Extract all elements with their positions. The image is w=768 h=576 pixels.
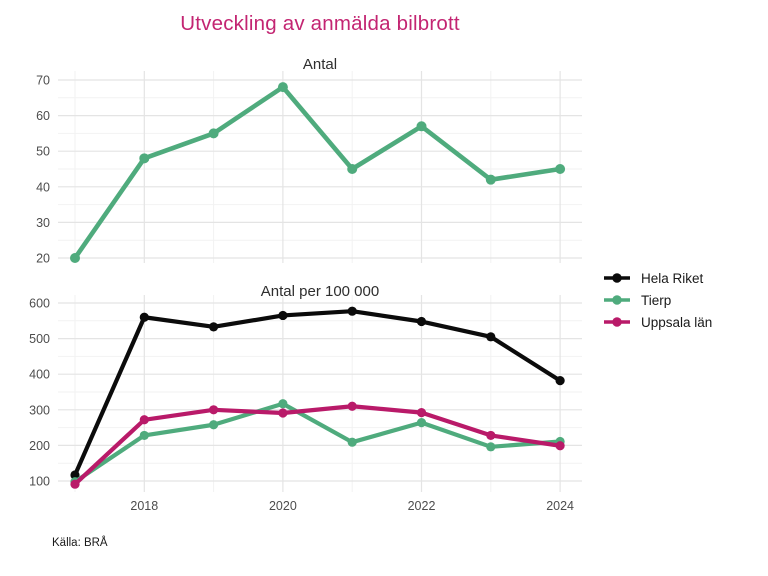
legend-label-uppsala-lan: Uppsala län — [641, 314, 713, 330]
source-caption: Källa: BRÅ — [52, 537, 108, 549]
svg-text:300: 300 — [29, 403, 50, 417]
svg-text:100: 100 — [29, 475, 50, 489]
svg-text:70: 70 — [36, 74, 50, 88]
svg-text:2020: 2020 — [269, 499, 297, 513]
svg-text:30: 30 — [36, 216, 50, 230]
legend-label-hela-riket: Hela Riket — [641, 270, 704, 286]
svg-text:40: 40 — [36, 180, 50, 194]
svg-text:2024: 2024 — [546, 499, 574, 513]
panel-title-antal: Antal — [302, 56, 338, 73]
svg-text:50: 50 — [36, 145, 50, 159]
svg-text:200: 200 — [29, 439, 50, 453]
svg-text:60: 60 — [36, 109, 50, 123]
svg-text:600: 600 — [29, 297, 50, 311]
tierp-legend-marker-icon — [604, 295, 630, 305]
svg-text:20: 20 — [36, 252, 50, 266]
uppsala-lan-legend-marker-icon — [604, 317, 630, 327]
svg-text:400: 400 — [29, 368, 50, 382]
legend: Hela Riket Tierp Uppsala län — [602, 267, 712, 333]
legend-item-hela-riket: Hela Riket — [602, 267, 712, 289]
svg-text:500: 500 — [29, 332, 50, 346]
svg-text:2018: 2018 — [130, 499, 158, 513]
legend-label-tierp: Tierp — [641, 292, 672, 308]
svg-text:2022: 2022 — [408, 499, 436, 513]
chart-title: Utveckling av anmälda bilbrott — [180, 12, 460, 35]
legend-item-uppsala-lan: Uppsala län — [602, 311, 712, 333]
hela-riket-legend-marker-icon — [604, 273, 630, 283]
legend-item-tierp: Tierp — [602, 289, 712, 311]
panel-title-antal-per-100000: Antal per 100 000 — [260, 283, 380, 300]
